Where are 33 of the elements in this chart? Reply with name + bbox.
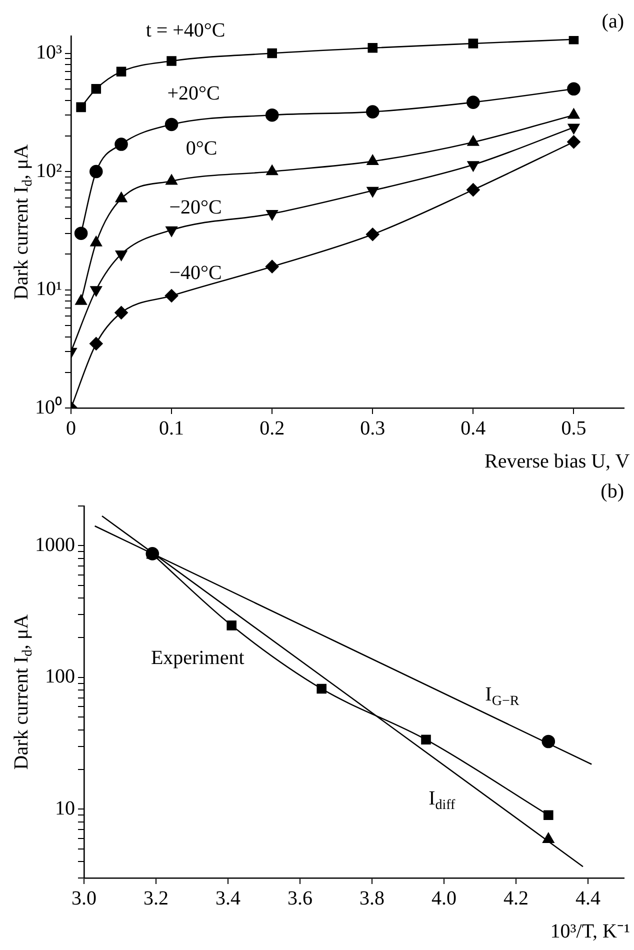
- x-axis-title: Reverse bias U, V: [484, 450, 630, 472]
- series-label: Experiment: [150, 647, 245, 669]
- y-tick-label: 100: [45, 666, 75, 688]
- y-tick-label: 10²: [36, 160, 62, 182]
- x-tick-label: 3.6: [288, 887, 312, 910]
- chart-title: (b): [600, 480, 624, 502]
- x-tick-label: 0.4: [460, 417, 486, 440]
- y-tick-label: 1000: [35, 534, 75, 556]
- y-axis-title: Dark current Id, μA: [10, 614, 36, 770]
- x-axis-title: 10³/T, K⁻¹: [550, 920, 630, 942]
- chart-title: (a): [602, 10, 624, 32]
- series-label: +20°C: [167, 82, 220, 105]
- x-tick-label: 0.3: [360, 417, 386, 440]
- series-label: −40°C: [169, 262, 222, 284]
- x-tick-label: 0: [66, 417, 76, 440]
- y-tick-label: 10³: [36, 42, 62, 64]
- x-tick-label: 0.2: [260, 417, 285, 440]
- series-label: 0°C: [186, 137, 218, 160]
- x-tick-label: 0.5: [561, 417, 586, 440]
- y-tick-label: 10: [55, 797, 75, 820]
- y-tick-label: 10⁰: [35, 395, 62, 418]
- series-label: −20°C: [169, 196, 222, 218]
- y-axis-title: Dark current Id, μA: [10, 144, 36, 300]
- series-label: t = +40°C: [146, 19, 226, 42]
- x-tick-label: 4.2: [504, 887, 528, 910]
- x-tick-label: 3.4: [216, 887, 240, 910]
- x-tick-label: 4.4: [576, 887, 600, 910]
- x-tick-label: 0.1: [159, 417, 184, 440]
- x-tick-label: 4.0: [432, 887, 456, 910]
- x-tick-label: 3.8: [360, 887, 384, 910]
- x-tick-label: 3.0: [72, 887, 96, 910]
- y-tick-label: 10¹: [36, 278, 62, 300]
- x-tick-label: 3.2: [144, 887, 168, 910]
